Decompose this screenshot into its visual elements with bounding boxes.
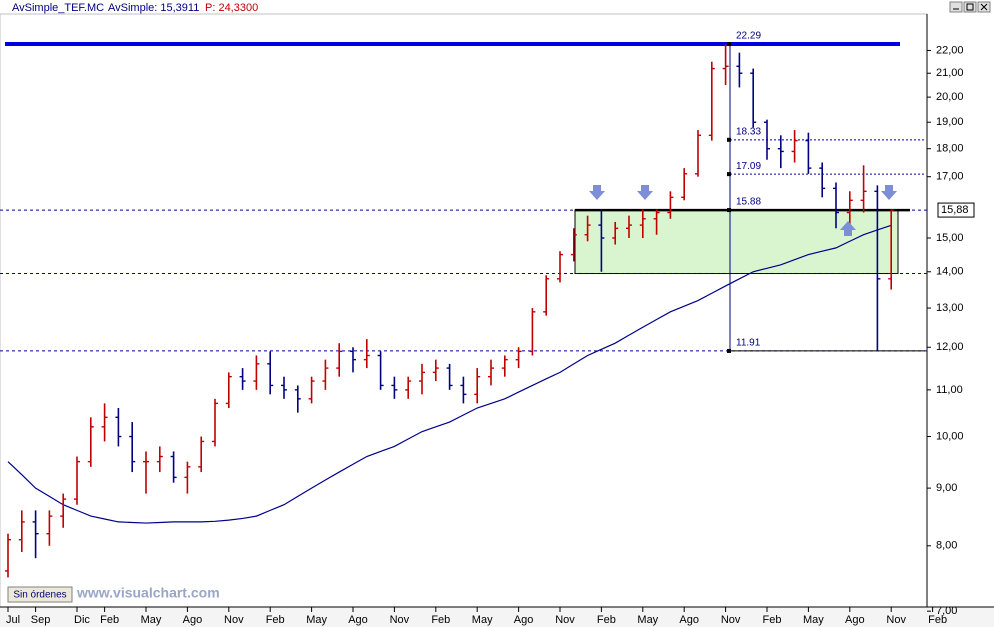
y-tick-label: 14,00 <box>936 266 964 278</box>
y-tick-label: 9,00 <box>936 482 957 494</box>
y-tick-label: 10,00 <box>936 430 964 442</box>
x-tick-label: May <box>141 614 162 626</box>
y-tick-label: 8,00 <box>936 540 957 552</box>
x-tick-label: Jul <box>6 614 20 626</box>
header-bar <box>0 0 994 14</box>
y-tick-label: 18,00 <box>936 143 964 155</box>
x-tick-label: Ago <box>514 614 534 626</box>
arrow-down <box>881 185 897 200</box>
indicator-label: AvSimple: 15,3911 <box>108 2 199 14</box>
x-tick-label: May <box>306 614 327 626</box>
close-icon <box>980 3 988 11</box>
x-tick-label: Dic <box>74 614 90 626</box>
watermark: www.visualchart.com <box>76 585 220 601</box>
y-tick-label: 20,00 <box>936 91 964 103</box>
level-label: 22.29 <box>736 31 761 42</box>
level-label: 18.33 <box>736 126 761 137</box>
y-tick-label: 12,00 <box>936 341 964 353</box>
moving-average <box>7 224 892 524</box>
x-tick-label: Ago <box>183 614 203 626</box>
x-tick-label: Ago <box>845 614 865 626</box>
arrow-up <box>840 221 856 236</box>
x-tick-label: Nov <box>555 614 575 626</box>
maximize-icon <box>966 3 974 11</box>
level-handle <box>727 137 731 142</box>
level-label: 15.88 <box>736 197 761 208</box>
arrows <box>589 185 897 236</box>
arrow-down <box>589 185 605 200</box>
level-handle <box>727 208 731 213</box>
x-tick-label: Feb <box>100 614 119 626</box>
y-tick-label: 21,00 <box>936 67 964 79</box>
level-handle <box>727 42 731 47</box>
x-tick-label: Nov <box>721 614 741 626</box>
last-price-label: 15,88 <box>941 204 969 216</box>
y-tick-label: 15,00 <box>936 232 964 244</box>
y-tick-label: 19,00 <box>936 116 964 128</box>
x-tick-label: Sep <box>31 614 51 626</box>
y-axis-panel <box>927 14 994 607</box>
maximize-button[interactable] <box>963 1 977 13</box>
y-tick-label: 11,00 <box>936 384 963 396</box>
y-tick-label: 7,00 <box>936 605 957 617</box>
marks: 7,00 8,00 9,00 10,00 11,00 12,00 13,00 14,00 15,… <box>0 31 975 626</box>
arrow-down <box>637 185 653 200</box>
x-tick-label: Feb <box>928 614 947 626</box>
x-tick-label: Nov <box>224 614 244 626</box>
x-tick-label: May <box>637 614 658 626</box>
plot-area <box>0 13 928 608</box>
x-tick-label: Feb <box>266 614 285 626</box>
y-tick-label: 17,00 <box>936 171 964 183</box>
x-tick-label: Feb <box>597 614 616 626</box>
x-tick-label: Ago <box>679 614 699 626</box>
x-tick-label: May <box>472 614 493 626</box>
x-tick-label: Feb <box>431 614 450 626</box>
price-label: P: 24,3300 <box>205 2 258 14</box>
last-price-tag <box>937 202 975 218</box>
level-label: 11.91 <box>736 338 761 349</box>
minimize-button[interactable] <box>949 1 963 13</box>
x-tick-label: Nov <box>886 614 906 626</box>
level-handle <box>727 348 731 353</box>
x-axis-panel <box>0 607 994 627</box>
orders-button[interactable] <box>7 586 73 603</box>
x-tick-label: May <box>803 614 824 626</box>
x-tick-label: Feb <box>763 614 782 626</box>
x-tick-label: Nov <box>390 614 410 626</box>
orders-button-label: Sin órdenes <box>13 590 66 601</box>
x-tick-label: Ago <box>348 614 368 626</box>
y-tick-label: 22,00 <box>936 44 964 56</box>
window-buttons[interactable] <box>949 1 991 13</box>
level-label: 17.09 <box>736 161 761 172</box>
symbol: AvSimple_TEF.MC <box>12 2 104 14</box>
level-handle <box>727 172 731 177</box>
y-tick-label: 13,00 <box>936 302 964 314</box>
